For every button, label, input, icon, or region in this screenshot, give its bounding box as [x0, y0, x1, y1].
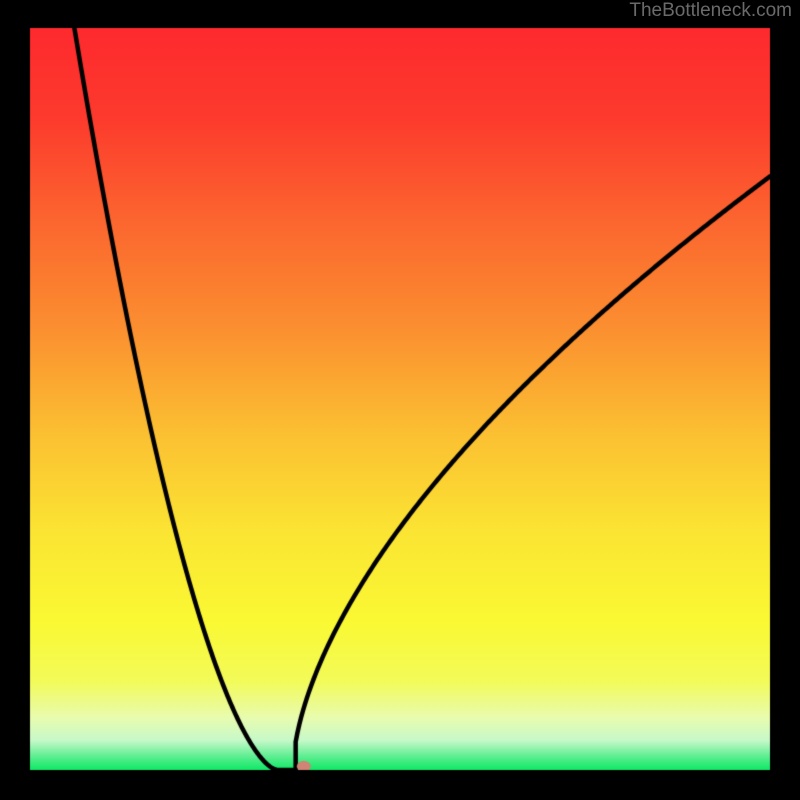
source-watermark: TheBottleneck.com: [629, 0, 792, 22]
bottleneck-chart-canvas: [0, 0, 800, 800]
chart-container: TheBottleneck.com: [0, 0, 800, 800]
